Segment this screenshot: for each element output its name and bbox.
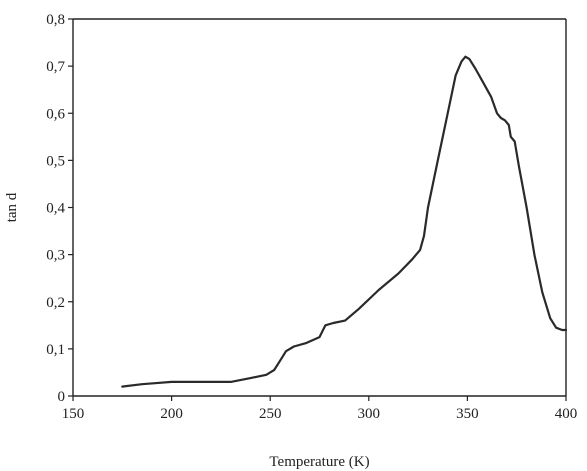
y-tick-label: 0,8 bbox=[46, 12, 65, 28]
x-tick-label: 400 bbox=[555, 406, 578, 422]
y-tick-label: 0,1 bbox=[46, 342, 65, 358]
axes bbox=[72, 18, 567, 397]
y-tick-label: 0,4 bbox=[46, 201, 65, 217]
y-tick-label: 0,3 bbox=[46, 248, 65, 264]
x-tick-label: 300 bbox=[358, 406, 381, 422]
y-tick-label: 0,2 bbox=[46, 295, 65, 311]
x-tick-label: 150 bbox=[62, 406, 85, 422]
x-axis-title: Temperature (K) bbox=[269, 454, 369, 470]
ticks bbox=[68, 18, 567, 401]
y-tick-label: 0,5 bbox=[46, 153, 65, 169]
y-tick-label: 0 bbox=[58, 389, 66, 405]
y-tick-label: 0,6 bbox=[46, 106, 65, 122]
y-axis-title: tan d bbox=[4, 192, 20, 222]
tick-labels: 150 200 250 300 350 400 0 0,1 0,2 0,3 0,4 0,5 0,6 0,7… bbox=[46, 12, 577, 422]
x-tick-label: 350 bbox=[456, 406, 479, 422]
y-tick-label: 0,7 bbox=[46, 59, 65, 75]
x-tick-label: 250 bbox=[259, 406, 282, 422]
series-layer bbox=[121, 55, 568, 388]
series-line bbox=[121, 55, 568, 388]
x-tick-label: 200 bbox=[160, 406, 183, 422]
